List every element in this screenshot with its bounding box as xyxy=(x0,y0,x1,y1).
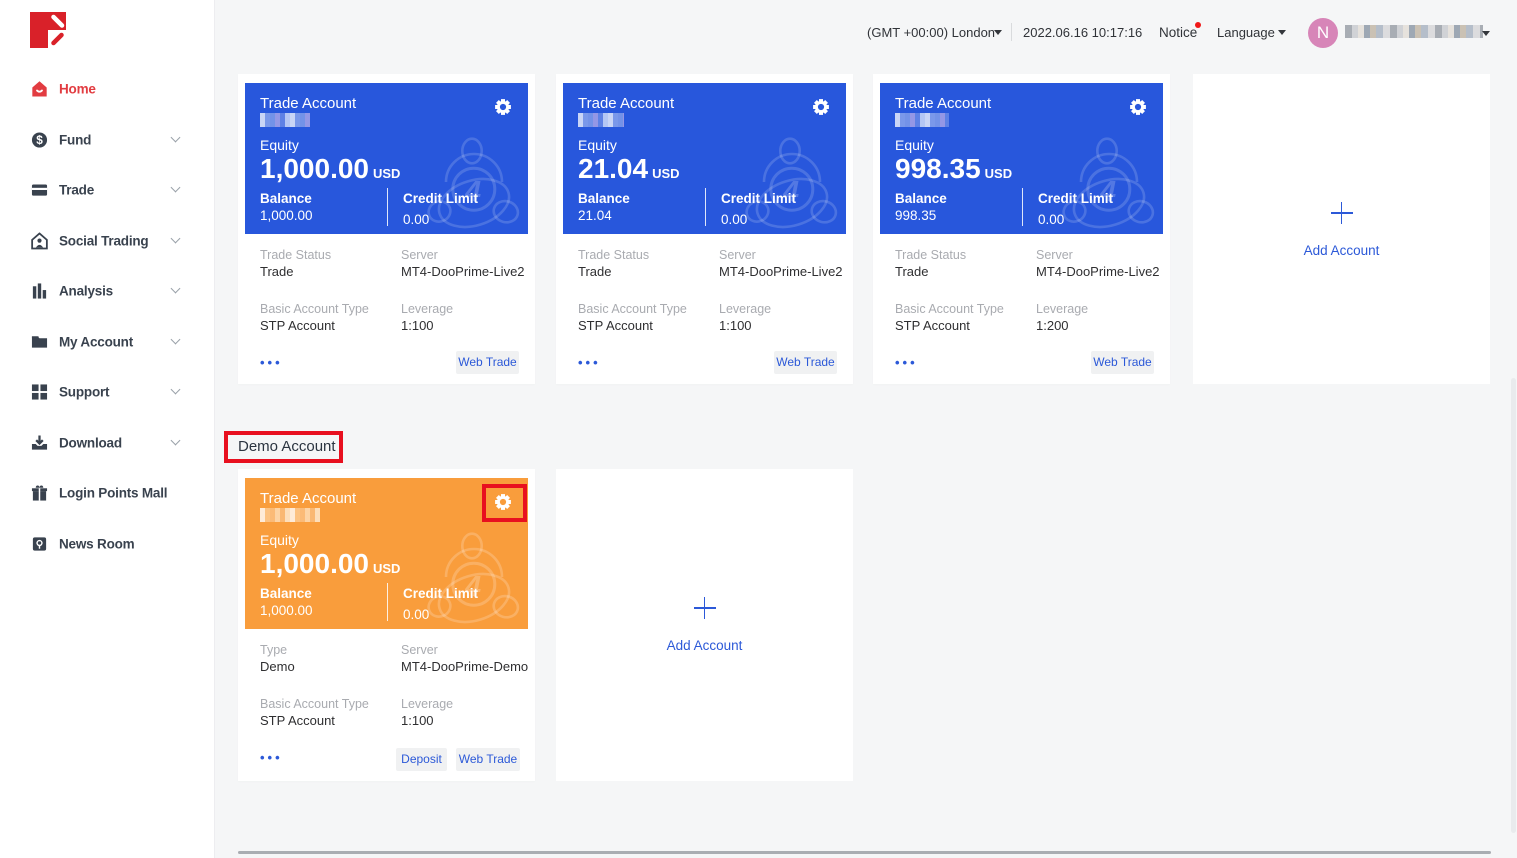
svg-text:4: 4 xyxy=(1099,176,1116,208)
svg-text:4: 4 xyxy=(782,176,799,208)
svg-text:$: $ xyxy=(36,133,43,147)
svg-text:4: 4 xyxy=(464,571,481,603)
svg-text:4: 4 xyxy=(464,176,481,208)
